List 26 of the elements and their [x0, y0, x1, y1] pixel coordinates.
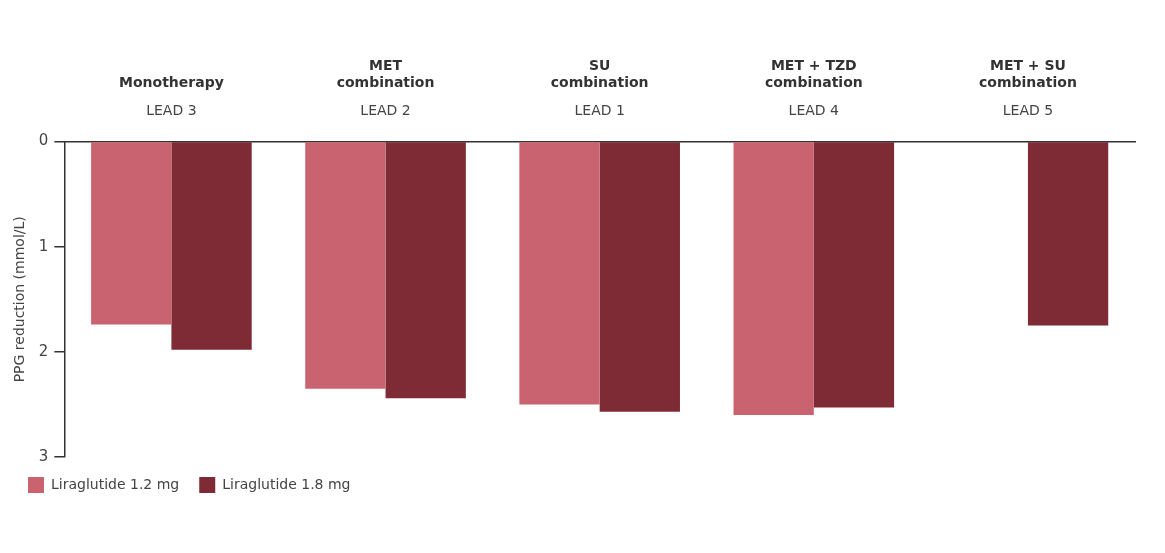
legend-label: Liraglutide 1.2 mg [51, 475, 180, 492]
bar [171, 142, 252, 350]
y-tick-label: 1 [38, 236, 49, 255]
y-tick-label: 2 [38, 341, 49, 360]
text: LEAD 2 [360, 102, 411, 119]
y-axis-title: PPG reduction (mmol/L) [11, 216, 28, 383]
bar [305, 142, 386, 389]
text: LEAD 3 [146, 102, 197, 119]
bar [733, 142, 814, 415]
legend-label: Liraglutide 1.8 mg [222, 475, 351, 492]
x-tick-label: MET + SU combination [979, 57, 1077, 90]
x-tick-label: Monotherapy [119, 73, 224, 90]
x-tick-label: MET + TZD combination [764, 57, 863, 90]
bar [385, 142, 466, 399]
bar [519, 142, 600, 405]
bar [91, 142, 172, 325]
text: LEAD 1 [574, 102, 625, 119]
y-tick-label: 3 [38, 446, 49, 465]
bar [1027, 142, 1109, 326]
text: LEAD 4 [788, 102, 840, 119]
bar [813, 142, 895, 408]
bar [599, 142, 680, 412]
x-tick-label: SU combination [550, 57, 649, 90]
text: LEAD 5 [1002, 102, 1054, 119]
y-tick-label: 0 [38, 131, 49, 150]
x-tick-label: MET combination [336, 57, 435, 90]
